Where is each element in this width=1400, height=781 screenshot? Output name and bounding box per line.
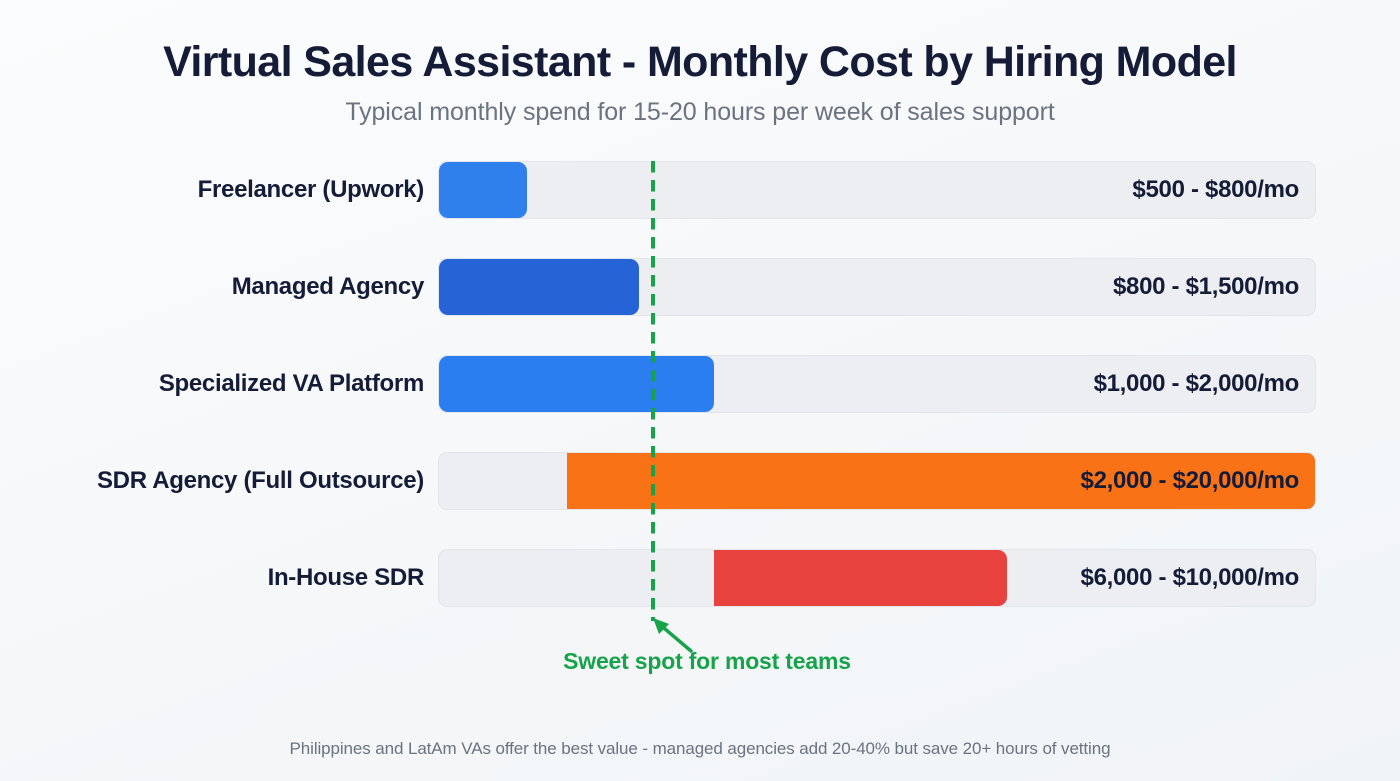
- bar-value-label: $1,000 - $2,000/mo: [1093, 370, 1300, 398]
- bar-track: $500 - $800/mo: [438, 161, 1316, 220]
- horizontal-bar-chart: Freelancer (Upwork) $500 - $800/mo Managed…: [0, 161, 1400, 674]
- bar-row: In-House SDR $6,000 - $10,000/mo: [0, 549, 1400, 608]
- sweet-spot-label: Sweet spot for most teams: [563, 648, 851, 675]
- bar-value-label: $500 - $800/mo: [1132, 176, 1299, 204]
- bar-track: $800 - $1,500/mo: [438, 258, 1316, 317]
- bar-row: Freelancer (Upwork) $500 - $800/mo: [0, 161, 1400, 220]
- arrow-up-left-icon: [653, 618, 693, 653]
- page-subtitle: Typical monthly spend for 15-20 hours pe…: [345, 98, 1055, 127]
- bar-track: $6,000 - $10,000/mo: [438, 549, 1316, 608]
- bar-range: [567, 453, 1315, 510]
- bar-row: SDR Agency (Full Outsource) $2,000 - $20,…: [0, 452, 1400, 511]
- bar-row-label: Freelancer (Upwork): [197, 176, 425, 204]
- bar-row: Specialized VA Platform $1,000 - $2,000/m…: [0, 355, 1400, 414]
- bar-range: [439, 259, 640, 316]
- bar-row: Managed Agency $800 - $1,500/mo: [0, 258, 1400, 317]
- bar-row-label: Managed Agency: [231, 273, 425, 301]
- bar-row-label: SDR Agency (Full Outsource): [96, 467, 424, 495]
- chart-footnote: Philippines and LatAm VAs offer the best…: [289, 739, 1111, 758]
- bar-range: [713, 550, 1008, 607]
- bar-value-label: $800 - $1,500/mo: [1113, 273, 1299, 301]
- page-title: Virtual Sales Assistant - Monthly Cost b…: [163, 38, 1237, 86]
- bar-range: [439, 356, 714, 413]
- bar-track: $2,000 - $20,000/mo: [438, 452, 1316, 511]
- chart-header: Virtual Sales Assistant - Monthly Cost b…: [0, 0, 1400, 127]
- bar-value-label: $2,000 - $20,000/mo: [1080, 467, 1300, 495]
- bar-track: $1,000 - $2,000/mo: [438, 355, 1316, 414]
- bar-row-label: Specialized VA Platform: [158, 370, 424, 398]
- bar-range: [439, 162, 527, 219]
- bar-value-label: $6,000 - $10,000/mo: [1080, 564, 1300, 592]
- bar-row-label: In-House SDR: [267, 564, 425, 592]
